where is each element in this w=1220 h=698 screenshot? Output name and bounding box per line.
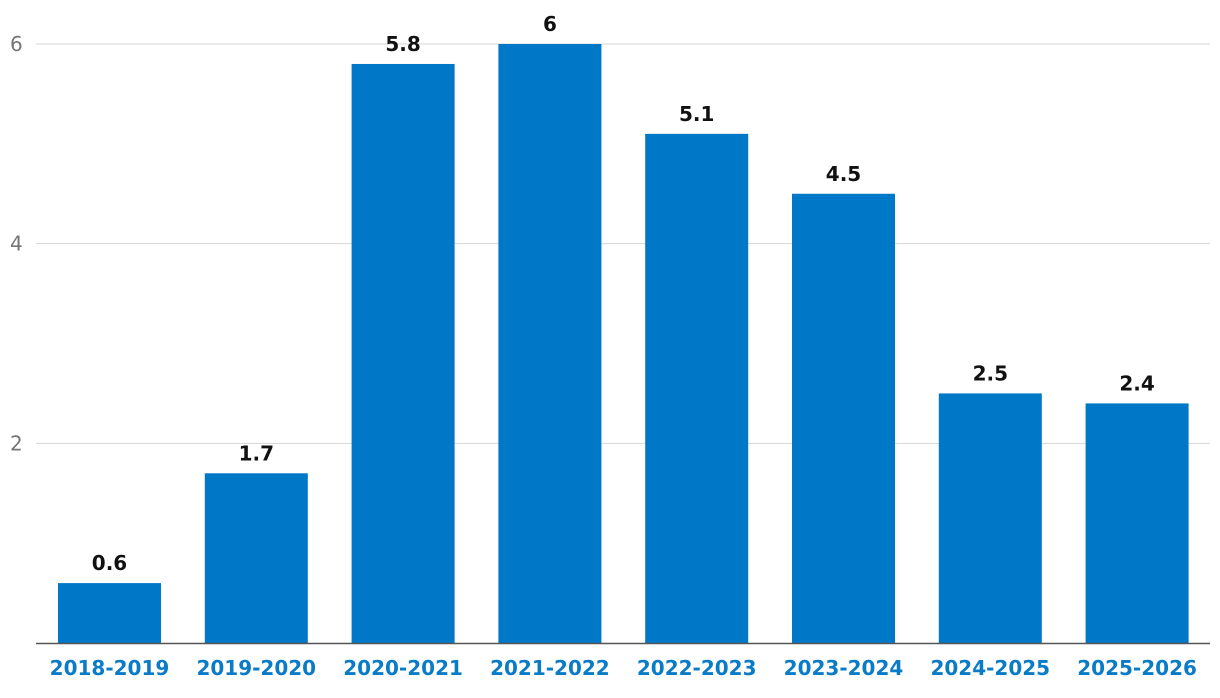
- data-label: 4.5: [826, 162, 861, 186]
- data-label: 5.8: [385, 32, 420, 56]
- bar: [1085, 403, 1189, 643]
- gridlines: [36, 43, 1210, 444]
- data-label: 2.4: [1119, 371, 1154, 395]
- y-tick-label: 6: [10, 32, 23, 56]
- x-tick-label: 2020-2021: [343, 656, 463, 680]
- data-label: 2.5: [973, 361, 1008, 385]
- bar: [645, 133, 749, 643]
- bar: [498, 44, 602, 643]
- x-tick-label: 2019-2020: [196, 656, 316, 680]
- x-tick-label: 2021-2022: [490, 656, 610, 680]
- data-label: 5.1: [679, 102, 714, 126]
- y-tick-label: 4: [10, 232, 23, 256]
- data-label: 6: [543, 12, 557, 36]
- y-tick-label: 2: [10, 431, 23, 455]
- x-tick-label: 2018-2019: [50, 656, 170, 680]
- bar: [351, 63, 455, 643]
- bar: [58, 583, 161, 643]
- x-tick-label: 2023-2024: [784, 656, 904, 680]
- bars: [58, 44, 1189, 643]
- y-axis-ticks: 2 4 6: [10, 32, 23, 455]
- bar: [938, 393, 1042, 643]
- data-labels: 0.6 1.7 5.8 6 5.1 4.5 2.5 2.4: [92, 12, 1155, 575]
- bar: [792, 193, 895, 643]
- data-label: 0.6: [92, 551, 127, 575]
- data-label: 1.7: [239, 441, 274, 465]
- x-axis-ticks: 2018-2019 2019-2020 2020-2021 2021-2022 2022…: [50, 656, 1197, 680]
- x-tick-label: 2024-2025: [930, 656, 1050, 680]
- x-tick-label: 2025-2026: [1077, 656, 1197, 680]
- bar: [204, 473, 308, 643]
- x-tick-label: 2022-2023: [637, 656, 757, 680]
